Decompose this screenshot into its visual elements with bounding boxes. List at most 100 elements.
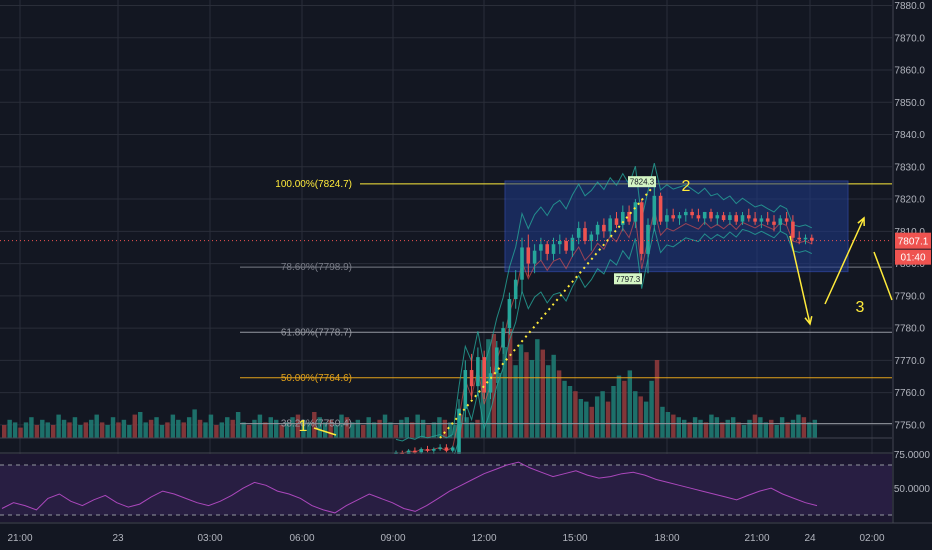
volume-bar [83,422,89,438]
volume-bar [165,422,170,438]
arrow-shaft[interactable] [789,235,811,325]
volume-bar [807,422,812,438]
fib-label: 100.00%(7824.7) [275,179,352,190]
time-tick-label: 23 [112,533,124,544]
candle-body [740,215,745,222]
volume-bar [562,380,567,438]
volume-bar [736,422,741,438]
volume-bar [741,425,747,438]
volume-bar [197,419,203,438]
countdown-label: 01:40 [900,253,925,264]
arrow-shaft[interactable] [824,217,865,305]
price-tick-label: 7840.0 [894,130,925,141]
price-tick-label: 7760.0 [894,388,925,399]
rsi-band [0,465,892,515]
volume-bar [18,427,23,438]
volume-bar [535,339,540,438]
volume-bar [801,417,807,438]
volume-bar [138,412,143,438]
rsi-level-label: 50.0000 [894,484,931,495]
candle-body [469,370,474,387]
volume-bar [404,417,409,438]
annotation-line[interactable] [313,427,337,436]
candle-body [652,195,657,225]
volume-bar [208,414,214,438]
annotation-number: 1 [299,418,308,435]
volume-bar [263,422,268,438]
volume-bar [377,419,382,438]
price-tick-label: 7810.0 [894,227,925,238]
volume-bar [692,417,698,438]
volume-bar [186,417,192,438]
price-axis[interactable]: 7880.0 7870.0 7860.0 7850.0 7840.0 7830.0 7820… [892,0,932,550]
candle-body [665,215,669,222]
annotation-arrows[interactable] [313,216,893,436]
candle-body [413,450,417,453]
candle-body [677,215,682,219]
price-tick-label: 7780.0 [894,324,925,335]
range-rectangle[interactable] [504,180,849,273]
price-tick-label: 7880.0 [894,1,925,12]
volume-bar [127,425,132,438]
volume-bar [676,417,681,438]
candle-body [476,357,480,387]
arrow-head[interactable] [857,216,865,227]
volume-bar [420,419,426,438]
candle-body [526,247,531,264]
volume-bar [491,334,497,438]
volume-bar [709,414,714,438]
candle-body [419,449,423,453]
fibonacci-levels[interactable]: 100.00%(7824.7) 78.60%(7798.9) 61.80%(7778… [240,179,892,430]
volume-bar [725,419,730,438]
candle-body [501,328,505,348]
volume-bar [540,349,545,438]
volume-bar [355,419,361,438]
candle-body [532,250,537,264]
volume-bar [469,422,475,438]
candle-body [671,215,675,219]
price-marker-label: 7824.3 [630,178,655,187]
candle-body [684,211,688,216]
trend-line[interactable] [439,184,656,439]
volume-bar [78,425,83,438]
volume-bar [12,422,18,438]
volume-bar [382,414,388,438]
volume-bar [50,425,56,438]
candle-body [709,211,713,219]
volume-bar [616,375,622,438]
volume-bar [747,419,752,438]
range-box[interactable] [504,180,849,273]
time-axis[interactable]: 21:00 23 03:00 06:00 09:00 12:00 15:00 18:00 21:… [0,522,932,550]
fib-label: 61.80%(7778.7) [281,327,352,338]
time-tick-label: 24 [804,533,816,544]
candle-body [747,215,751,219]
volume-bar [176,419,181,438]
rsi-line [1,461,818,514]
price-tick-label: 7870.0 [894,33,925,44]
countdown-tag [895,249,931,265]
candle-body [495,347,499,374]
volume-bar [34,425,40,438]
candle-body [425,449,430,451]
volume-bar [203,422,208,438]
candle-body [589,234,594,241]
volume-bar [235,412,241,438]
fib-trend-line[interactable] [439,184,656,439]
arrow-shaft[interactable] [873,251,893,301]
arrow-head[interactable] [804,316,813,326]
candle-body [759,218,764,222]
volume-bar [344,417,350,438]
volume-bar [584,401,589,438]
price-tick-label: 7820.0 [894,195,925,206]
last-price-tag[interactable] [895,232,931,249]
candle-body [778,218,783,225]
volume-bar [774,425,779,438]
volume-bar [192,409,197,438]
candle-body [810,237,814,241]
time-tick-label: 06:00 [289,533,314,544]
volume-bar [567,386,573,438]
volume-bar [333,425,339,438]
volume-bar [2,425,7,438]
volume-bar [415,414,420,438]
